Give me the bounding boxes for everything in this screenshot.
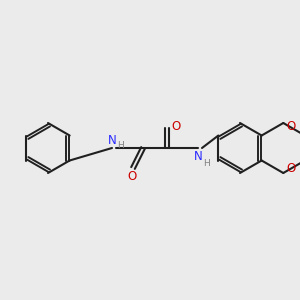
Text: H: H: [202, 158, 209, 167]
Text: O: O: [128, 169, 136, 182]
Text: N: N: [194, 151, 202, 164]
Text: O: O: [287, 163, 296, 176]
Text: O: O: [287, 121, 296, 134]
Text: H: H: [117, 140, 123, 149]
Text: O: O: [171, 119, 181, 133]
Text: N: N: [108, 134, 116, 146]
